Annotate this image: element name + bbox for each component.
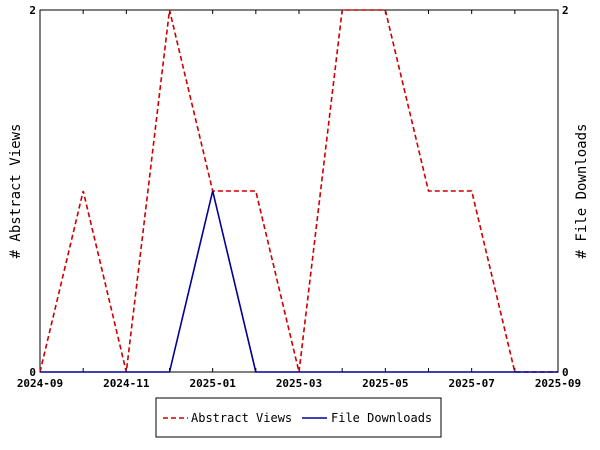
y-tick-label-left: 0 [29, 366, 36, 379]
legend: Abstract Views File Downloads [155, 397, 442, 438]
x-tick-label: 2025-01 [189, 377, 236, 390]
y-axis-title-left: # Abstract Views [8, 124, 24, 259]
legend-label-file-downloads: File Downloads [331, 411, 432, 425]
x-tick-label: 2024-11 [103, 377, 150, 390]
series-line-file-downloads [40, 190, 558, 373]
y-tick-label-right: 0 [562, 366, 569, 379]
y-tick-label-right: 2 [562, 4, 569, 17]
x-tick-label: 2025-05 [362, 377, 408, 390]
x-tick-label: 2024-09 [17, 377, 63, 390]
x-tick-label: 2025-07 [448, 377, 494, 390]
y-axis-title-right: # File Downloads [574, 124, 590, 259]
plot-area [39, 9, 559, 373]
legend-box [155, 397, 442, 438]
x-tick-label: 2025-03 [276, 377, 322, 390]
y-tick-label-left: 2 [29, 4, 36, 17]
x-tick-label: 2025-09 [535, 377, 581, 390]
legend-label-abstract-views: Abstract Views [191, 411, 292, 425]
